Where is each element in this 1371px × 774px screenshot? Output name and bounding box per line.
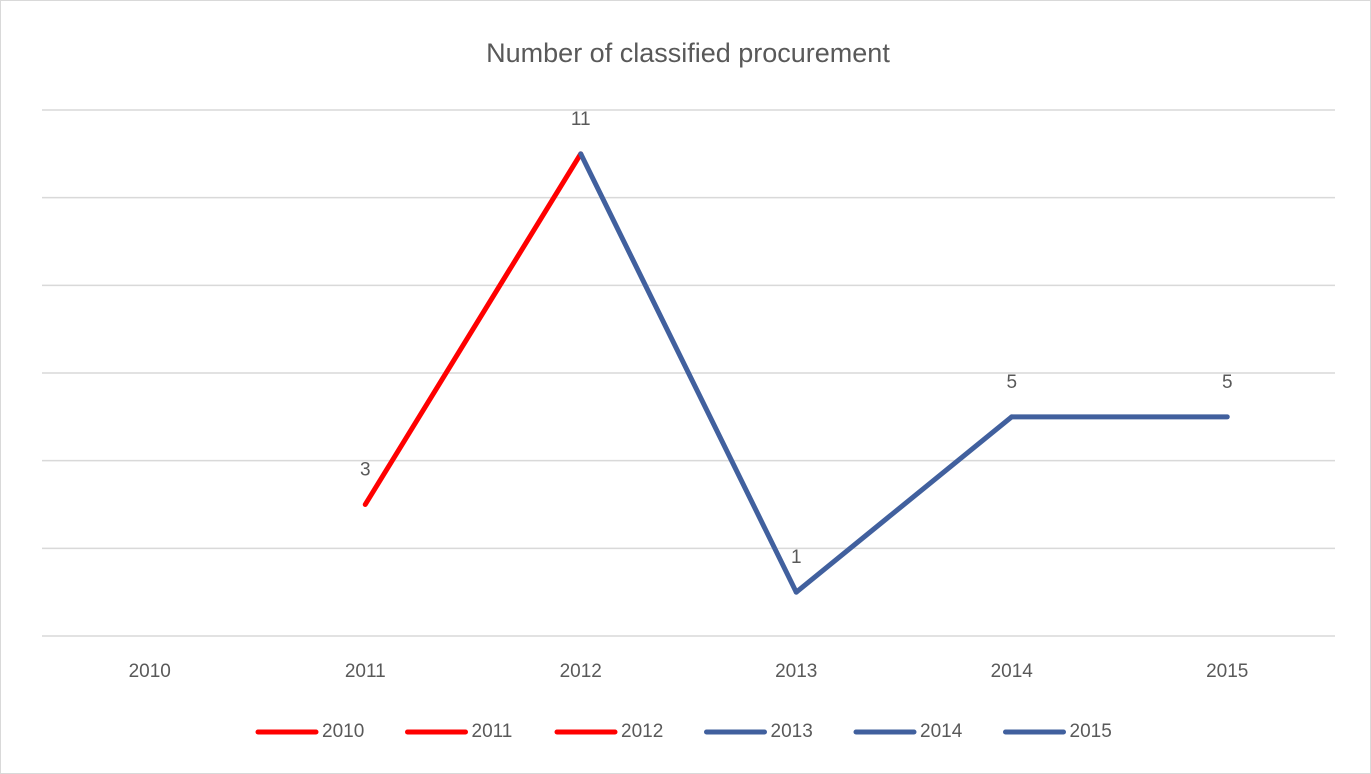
data-label: 1 <box>791 547 802 568</box>
chart-title: Number of classified procurement <box>486 38 890 68</box>
data-label: 11 <box>571 109 591 130</box>
data-label: 5 <box>1222 372 1233 393</box>
line-segment <box>578 151 799 595</box>
legend-label: 2012 <box>621 721 663 742</box>
legend-label: 2014 <box>920 721 963 742</box>
x-tick-label: 2012 <box>560 661 602 682</box>
legend-label: 2011 <box>472 721 513 742</box>
x-tick-label: 2010 <box>129 661 171 682</box>
line-segment <box>793 414 1015 595</box>
x-tick-label: 2015 <box>1206 661 1248 682</box>
legend-label: 2013 <box>771 721 813 742</box>
x-tick-label: 2013 <box>775 661 817 682</box>
data-label: 5 <box>1006 372 1017 393</box>
legend-label: 2015 <box>1070 721 1112 742</box>
legend-label: 2010 <box>322 721 364 742</box>
x-tick-label: 2011 <box>345 661 386 682</box>
data-label: 3 <box>360 460 371 481</box>
line-segment <box>362 151 584 507</box>
x-tick-label: 2014 <box>991 661 1034 682</box>
